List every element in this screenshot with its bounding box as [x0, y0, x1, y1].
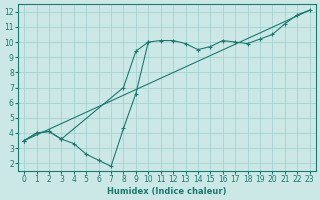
X-axis label: Humidex (Indice chaleur): Humidex (Indice chaleur): [107, 187, 227, 196]
